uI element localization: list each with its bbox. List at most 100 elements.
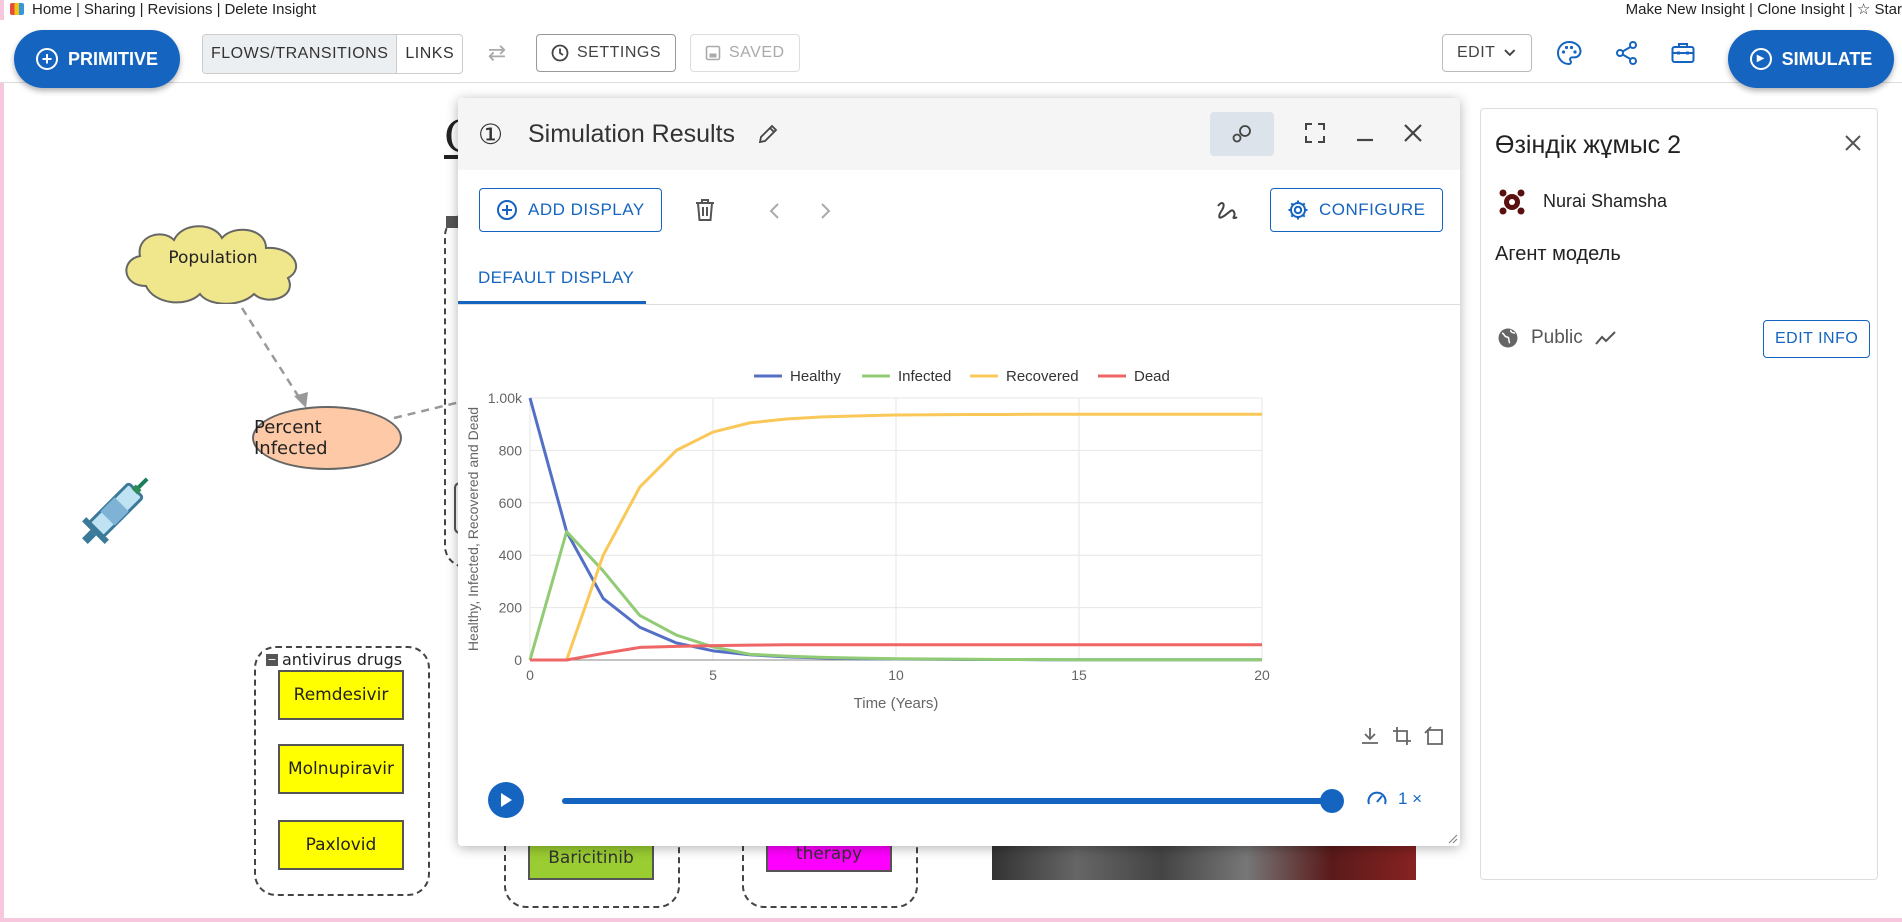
results-chart: 0 200 400 600 800 1.00k 0 5 10 15 20 Healthy Infect… <box>465 368 1270 712</box>
chart-grid <box>529 397 1263 661</box>
saved-label: SAVED <box>729 44 785 61</box>
nav-clone-insight-link[interactable]: Clone Insight <box>1757 1 1845 18</box>
population-label: Population <box>168 248 258 268</box>
primitive-button[interactable]: + PRIMITIVE <box>14 30 180 88</box>
palette-icon[interactable] <box>1554 38 1584 68</box>
folder-header: − antivirus drugs <box>262 650 407 669</box>
top-nav-left: Home | Sharing | Revisions | Delete Insight <box>10 0 316 18</box>
clock-icon <box>551 44 569 62</box>
nav-sharing-link[interactable]: Sharing <box>83 0 136 18</box>
antivirus-drugs-folder[interactable] <box>254 646 430 896</box>
legend-label-recovered: Recovered <box>1006 368 1079 385</box>
edit-dropdown[interactable]: EDIT <box>1442 34 1532 72</box>
configure-label: CONFIGURE <box>1319 200 1426 219</box>
results-title: Simulation Results <box>528 119 736 148</box>
user-name[interactable]: Nurai Shamsha <box>1543 191 1668 211</box>
visibility-row: Public <box>1497 327 1617 349</box>
speed-control[interactable]: 1 × <box>1366 788 1422 810</box>
share-icon[interactable] <box>1612 38 1642 68</box>
signature-icon[interactable] <box>1214 198 1240 224</box>
y-tick-label: 400 <box>499 547 523 563</box>
bubbles-toggle[interactable] <box>1210 112 1274 156</box>
chart-ticks: 0 200 400 600 800 1.00k 0 5 10 15 20 <box>488 390 1270 683</box>
chevron-left-icon[interactable] <box>768 202 782 220</box>
simulate-button[interactable]: ▶ SIMULATE <box>1728 30 1894 88</box>
population-stock[interactable] <box>116 216 310 304</box>
nav-home-link[interactable]: Home <box>32 0 73 18</box>
y-tick-label: 1.00k <box>488 390 523 406</box>
visibility-label: Public <box>1531 327 1583 348</box>
configure-button[interactable]: CONFIGURE <box>1270 188 1443 232</box>
bubbles-icon <box>1232 125 1251 143</box>
insight-title: Өзіндік жұмыс 2 <box>1495 131 1682 159</box>
x-tick-label: 0 <box>526 667 534 683</box>
flows-transitions-button[interactable]: FLOWS/TRANSITIONS <box>203 35 398 73</box>
drug-remdesivir[interactable]: Remdesivir <box>278 670 404 720</box>
connection-type-toggle: FLOWS/TRANSITIONS LINKS <box>202 34 464 74</box>
legend-label-dead: Dead <box>1134 368 1170 385</box>
drug-paxlovid[interactable]: Paxlovid <box>278 820 404 870</box>
y-tick-label: 600 <box>499 495 523 511</box>
time-slider-track[interactable] <box>562 789 1344 813</box>
nav-delete-link[interactable]: Delete Insight <box>224 0 317 18</box>
play-icon <box>501 793 512 807</box>
swap-arrows-icon[interactable]: ⇄ <box>487 40 507 65</box>
minimize-icon[interactable] <box>1354 122 1376 144</box>
chevron-right-icon[interactable] <box>818 202 832 220</box>
trash-icon[interactable] <box>694 198 716 222</box>
primitive-label: PRIMITIVE <box>67 48 158 69</box>
add-display-label: ADD DISPLAY <box>528 200 645 219</box>
resize-handle-icon[interactable] <box>1448 834 1458 844</box>
left-edge <box>0 0 4 922</box>
bottom-edge <box>0 918 1902 922</box>
time-slider-fill <box>562 798 1332 804</box>
result-number: ① <box>478 118 504 150</box>
legend-label-infected: Infected <box>898 368 951 385</box>
avatar <box>1497 187 1527 217</box>
globe-icon <box>1498 328 1518 348</box>
play-button[interactable] <box>488 782 524 818</box>
close-panel-icon[interactable] <box>1843 133 1863 153</box>
y-axis-label: Healthy, Infected, Recovered and Dead <box>465 407 481 651</box>
folder-collapse-icon[interactable] <box>446 216 458 228</box>
edit-info-button[interactable]: EDIT INFO <box>1763 320 1871 358</box>
plus-circle-icon <box>497 200 517 220</box>
crop-icon[interactable] <box>1392 726 1412 746</box>
simulate-label: SIMULATE <box>1781 48 1873 69</box>
y-tick-label: 0 <box>514 652 522 668</box>
simulation-results-window: ① Simulation Results ADD DISPLAY CONFIGU… <box>458 98 1460 846</box>
nav-new-insight-link[interactable]: Make New Insight <box>1625 1 1745 18</box>
nav-star-link[interactable]: ☆ Star <box>1856 1 1902 18</box>
logo-icon <box>10 3 24 15</box>
add-display-button[interactable]: ADD DISPLAY <box>479 188 662 232</box>
fullscreen-icon[interactable] <box>1304 122 1326 144</box>
legend-label-healthy: Healthy <box>790 368 841 385</box>
gear-icon <box>1288 200 1308 220</box>
tab-default-display[interactable]: DEFAULT DISPLAY <box>458 254 646 304</box>
folder-therapy <box>742 830 918 908</box>
chart-legend: Healthy Infected Recovered Dead <box>754 368 1170 385</box>
x-tick-label: 15 <box>1071 667 1087 683</box>
folder-label: antivirus drugs <box>282 650 403 669</box>
x-tick-label: 5 <box>709 667 717 683</box>
settings-button[interactable]: SETTINGS <box>536 34 677 72</box>
time-slider-thumb[interactable] <box>1320 789 1344 813</box>
links-button[interactable]: LINKS <box>405 45 455 62</box>
chart-lines <box>528 397 1262 662</box>
nav-revisions-link[interactable]: Revisions <box>147 0 213 18</box>
close-icon[interactable] <box>1402 122 1424 144</box>
insight-info-panel: Өзіндік жұмыс 2 Nurai Shamsha Агент моде… <box>1480 108 1878 880</box>
reset-zoom-icon[interactable] <box>1424 726 1444 746</box>
collapse-icon[interactable]: − <box>266 653 278 666</box>
drug-molnupiravir[interactable]: Molnupiravir <box>278 744 404 794</box>
folder-baricitinib <box>504 830 680 908</box>
chevron-down-icon <box>1504 49 1516 57</box>
pencil-icon[interactable] <box>757 123 779 145</box>
play-circle-icon: ▶ <box>1749 48 1772 70</box>
download-icon[interactable] <box>1360 726 1380 746</box>
settings-label: SETTINGS <box>577 44 662 61</box>
series-line-dead <box>530 643 1262 662</box>
percent-infected-variable[interactable]: Percent Infected <box>252 406 402 470</box>
save-icon <box>705 45 721 61</box>
toolbox-icon[interactable] <box>1668 38 1698 68</box>
